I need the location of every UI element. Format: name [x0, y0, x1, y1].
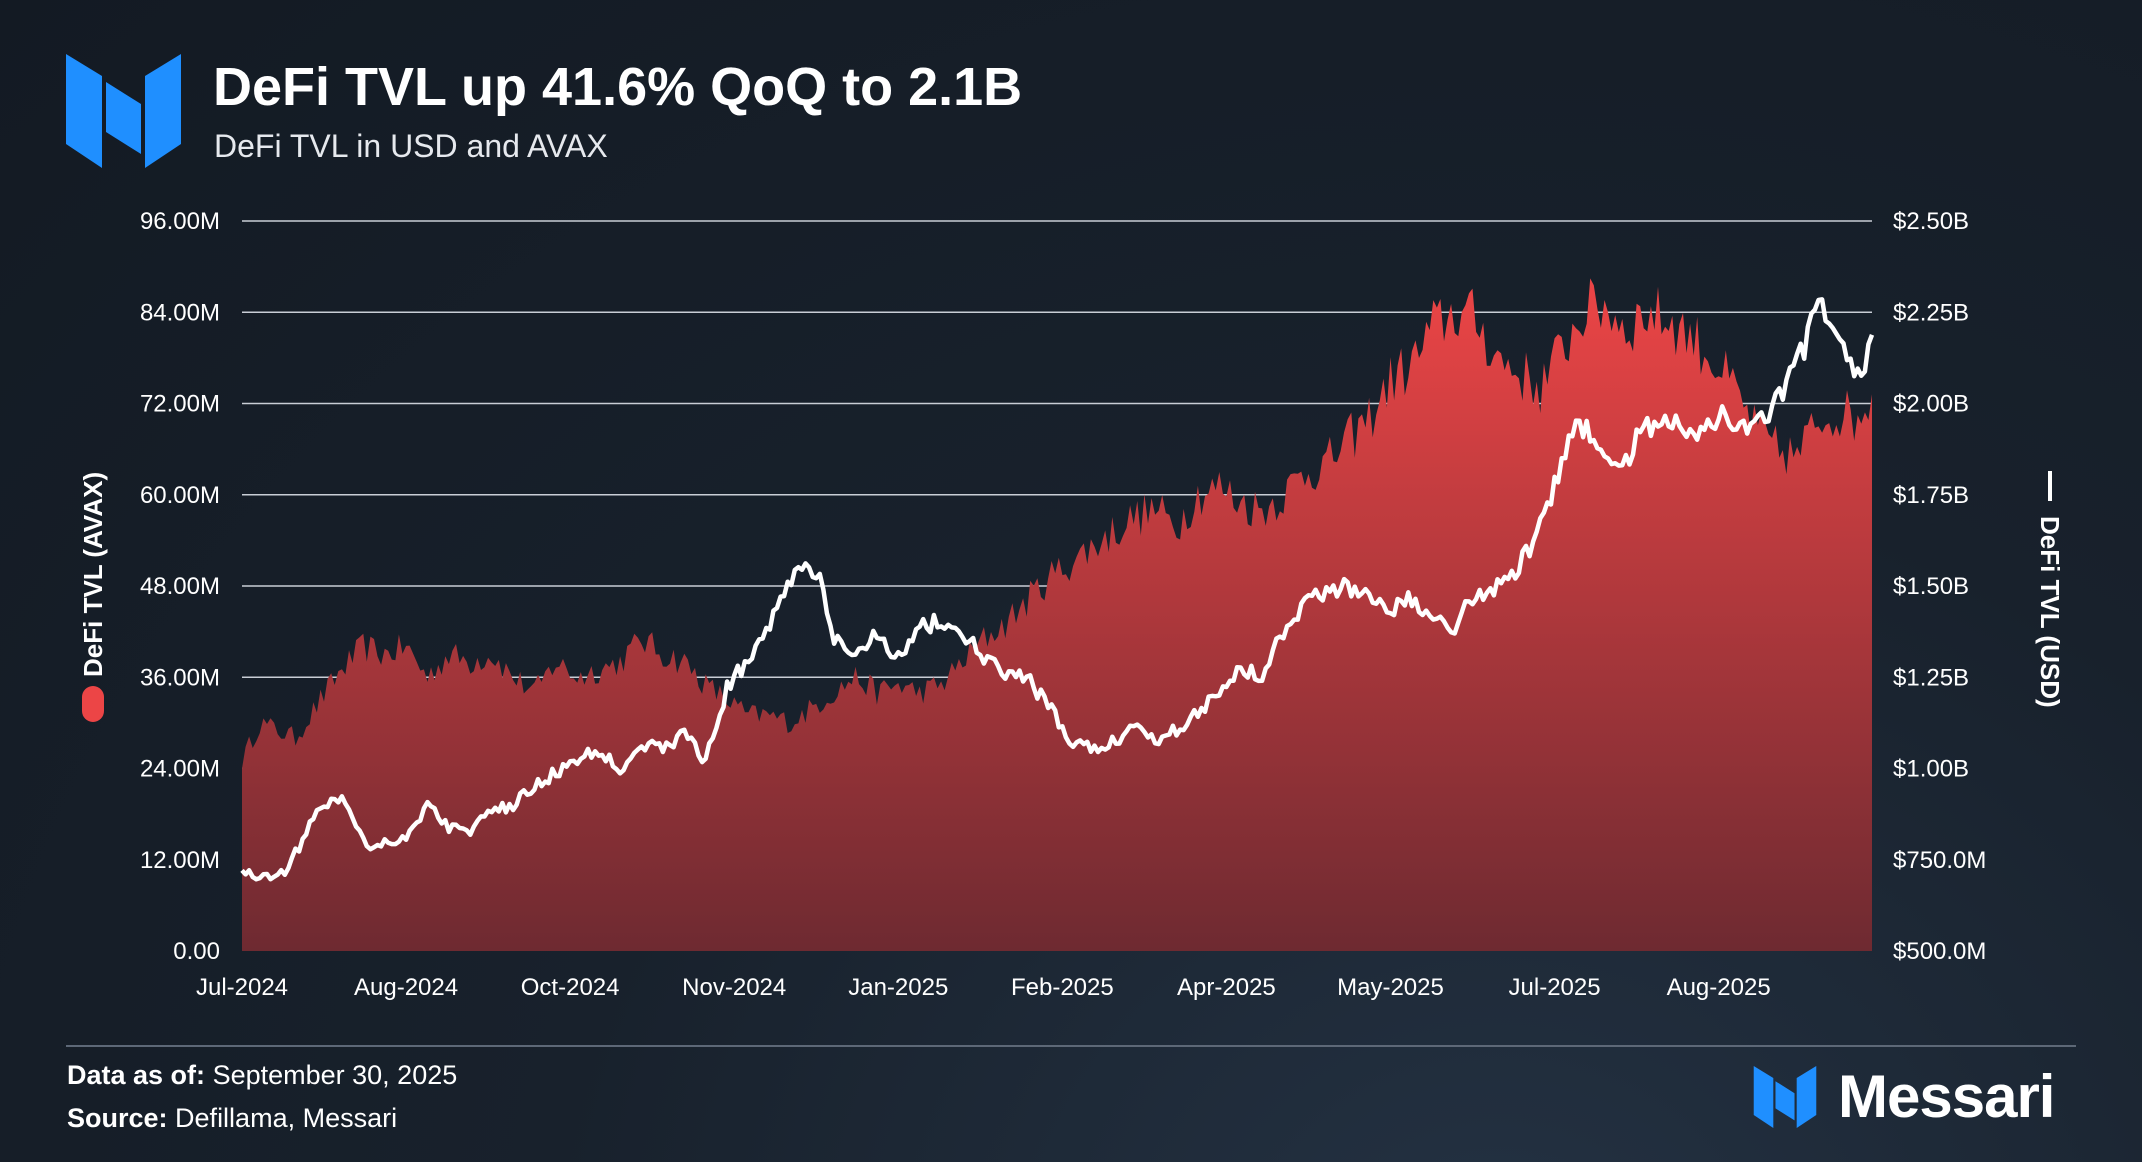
- right-tick-label: $750.0M: [1893, 847, 1986, 874]
- x-tick-label: May-2025: [1337, 974, 1444, 1001]
- right-tick-label: $2.00B: [1893, 391, 1969, 418]
- footer-source: Source: Defillama, Messari: [67, 1103, 397, 1134]
- usd-line-series: [240, 297, 1875, 882]
- brand-logo: Messari: [1752, 1063, 2055, 1130]
- right-tick-label: $1.50B: [1893, 573, 1969, 600]
- right-axis-ticks: $500.0M $750.0M $1.00B $1.25B $1.50B $1.75B $2…: [1893, 208, 1986, 965]
- x-tick-label: Nov-2024: [682, 974, 786, 1001]
- page-subtitle: DeFi TVL in USD and AVAX: [214, 128, 608, 164]
- footer-date: Data as of: September 30, 2025: [67, 1060, 457, 1091]
- date-label: Data as of:: [67, 1060, 206, 1090]
- source-value: Defillama, Messari: [175, 1103, 398, 1133]
- messari-logo-icon: [66, 54, 181, 168]
- right-tick-label: $500.0M: [1893, 938, 1986, 965]
- left-tick-label: 72.00M: [140, 391, 220, 418]
- left-axis-title: DeFi TVL (AVAX): [78, 472, 108, 722]
- x-tick-label: Apr-2025: [1177, 974, 1276, 1001]
- avax-legend-marker: [82, 686, 104, 722]
- left-tick-label: 0.00: [173, 938, 220, 965]
- right-axis-label: DeFi TVL (USD): [2035, 516, 2065, 708]
- left-tick-label: 84.00M: [140, 299, 220, 326]
- source-label: Source:: [67, 1103, 168, 1133]
- left-tick-label: 96.00M: [140, 208, 220, 235]
- avax-area-series: [242, 278, 1872, 951]
- usd-legend-marker: [2048, 471, 2052, 501]
- brand-name: Messari: [1838, 1063, 2055, 1130]
- x-tick-label: Jul-2025: [1509, 974, 1601, 1001]
- left-tick-label: 60.00M: [140, 482, 220, 509]
- x-tick-label: Aug-2025: [1667, 974, 1771, 1001]
- messari-brand-icon: [1753, 1066, 1817, 1128]
- x-tick-label: Jul-2024: [196, 974, 288, 1001]
- page-title: DeFi TVL up 41.6% QoQ to 2.1B: [213, 57, 1023, 117]
- left-tick-label: 24.00M: [140, 756, 220, 783]
- x-tick-label: Aug-2024: [354, 974, 458, 1001]
- x-tick-label: Feb-2025: [1011, 974, 1114, 1001]
- right-tick-label: $2.25B: [1893, 299, 1969, 326]
- footer-divider: [66, 1045, 2076, 1047]
- left-tick-label: 48.00M: [140, 573, 220, 600]
- date-value: September 30, 2025: [212, 1060, 458, 1090]
- right-axis-title: DeFi TVL (USD): [2035, 471, 2065, 708]
- left-axis-ticks: 0.00 12.00M 24.00M 36.00M 48.00M 60.00M 72.00M…: [140, 208, 220, 965]
- x-axis-ticks: Jul-2024 Aug-2024 Oct-2024 Nov-2024 Jan-2025…: [196, 974, 1771, 1001]
- x-tick-label: Jan-2025: [848, 974, 948, 1001]
- right-tick-label: $1.75B: [1893, 482, 1969, 509]
- left-axis-label: DeFi TVL (AVAX): [78, 472, 108, 677]
- x-tick-label: Oct-2024: [521, 974, 620, 1001]
- right-tick-label: $1.00B: [1893, 756, 1969, 783]
- right-tick-label: $1.25B: [1893, 664, 1969, 691]
- right-tick-label: $2.50B: [1893, 208, 1969, 235]
- left-tick-label: 36.00M: [140, 664, 220, 691]
- left-tick-label: 12.00M: [140, 847, 220, 874]
